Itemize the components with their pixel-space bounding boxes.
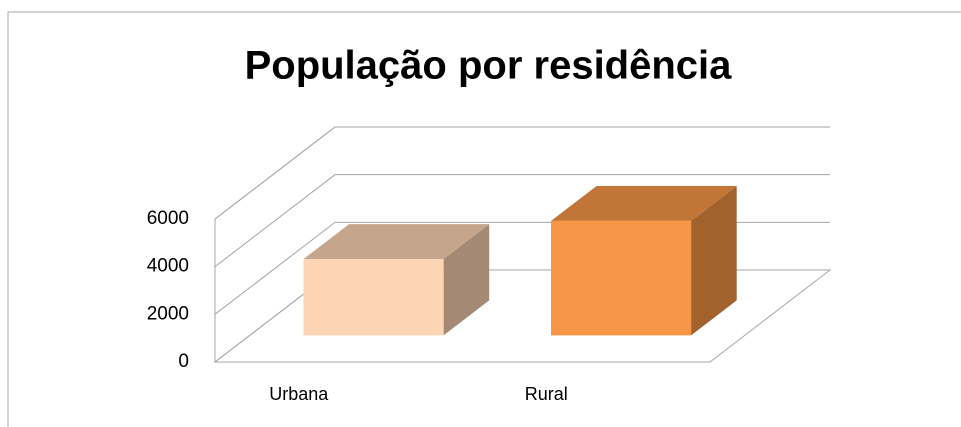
chart-title: População por residência xyxy=(245,44,733,88)
bar-top xyxy=(303,224,490,260)
bar-side xyxy=(691,185,737,336)
grid-line xyxy=(214,126,830,220)
y-tick-label: 0 xyxy=(178,351,189,372)
x-tick-label: Rural xyxy=(525,384,568,404)
bar-side xyxy=(443,224,490,336)
y-tick-label: 2000 xyxy=(147,303,189,324)
x-tick-label: Urbana xyxy=(269,384,329,404)
y-tick-label: 6000 xyxy=(147,208,189,229)
grid-line xyxy=(214,174,830,268)
frame xyxy=(7,11,961,427)
bar-front xyxy=(551,220,692,336)
bar-front xyxy=(303,259,444,336)
y-tick-label: 4000 xyxy=(147,256,189,277)
bar-top xyxy=(551,185,737,221)
